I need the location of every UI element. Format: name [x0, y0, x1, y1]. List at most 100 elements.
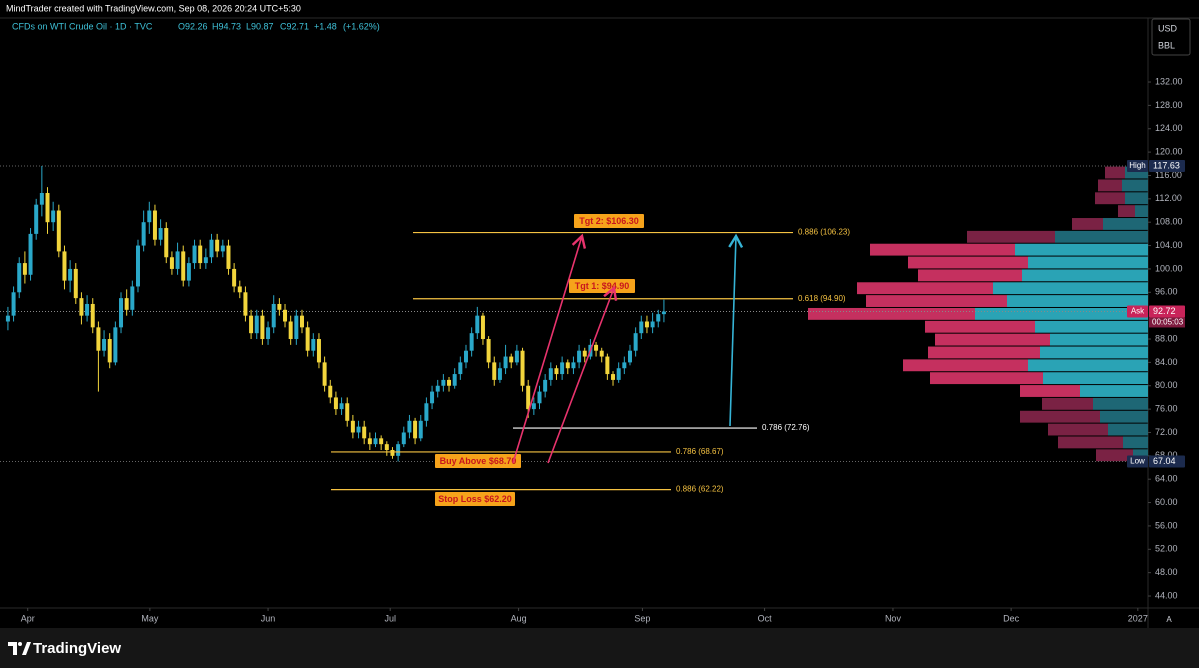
candle-body	[571, 362, 576, 369]
volume-profile-up	[1028, 256, 1148, 269]
candle-body	[373, 438, 378, 445]
y-tick-label: 116.00	[1155, 170, 1182, 180]
plot: 0.886 (106.23) 0.618 (94.90) 0.786 (72.76)…	[0, 165, 1148, 506]
candle-body	[209, 239, 214, 258]
candle-body	[350, 420, 355, 433]
candle-body	[11, 292, 16, 316]
candle-body	[582, 350, 587, 357]
attribution: MindTrader created with TradingView.com,…	[6, 3, 301, 13]
volume-profile-down	[925, 320, 1035, 333]
x-tick-label: 2027	[1128, 613, 1148, 623]
candle-body	[390, 450, 395, 456]
volume-profile-down	[870, 243, 1015, 256]
volume-profile-up	[1133, 449, 1148, 462]
candle-body	[322, 362, 327, 386]
symbol: CFDs on WTI Crude Oil · 1D · TVC	[12, 21, 153, 31]
candle-body	[96, 327, 101, 351]
candle-body	[594, 344, 599, 351]
candle-body	[345, 403, 350, 421]
volume-profile-down	[1072, 218, 1103, 230]
candle-body	[316, 339, 321, 363]
candle-body	[639, 321, 644, 334]
volume-profile-up	[1043, 372, 1148, 385]
annotation-text: Stop Loss $62.20	[438, 494, 512, 504]
candle-body	[565, 362, 570, 369]
candle-body	[203, 257, 208, 264]
candle-body	[441, 379, 446, 386]
candle-body	[51, 210, 56, 223]
candle-body	[469, 333, 474, 351]
candle-body	[430, 391, 435, 404]
logo-mark	[8, 642, 17, 655]
candle-body	[503, 356, 508, 369]
candle-body	[152, 210, 157, 240]
annotation-box	[574, 214, 644, 228]
candle-body	[599, 350, 604, 357]
volume-profile-up	[1125, 166, 1148, 179]
volume-profile-down	[866, 295, 1007, 307]
candle-body	[299, 315, 304, 328]
level-label: 0.886 (106.23)	[798, 228, 850, 237]
candle-body	[186, 263, 191, 281]
volume-profile-up	[975, 307, 1148, 320]
unit: BBL	[1158, 40, 1175, 50]
ohlc-value: L90.87	[246, 21, 274, 31]
y-tick-label: 112.00	[1155, 193, 1182, 203]
badge-label: Ask	[1131, 307, 1145, 316]
candle-body	[288, 321, 293, 340]
arrow	[547, 285, 618, 464]
auto-scale-button[interactable]	[1163, 612, 1175, 626]
annotation-text: Tgt 2: $106.30	[579, 216, 639, 226]
volume-profile-up	[1055, 230, 1148, 243]
candle-body	[232, 268, 237, 287]
annotation-text: Tgt 1: $94.90	[575, 281, 630, 291]
volume-profile-down	[928, 346, 1040, 359]
y-tick-label: 80.00	[1155, 380, 1178, 390]
candle-body	[249, 315, 254, 334]
candle-body	[435, 385, 440, 392]
candle-body	[577, 350, 582, 363]
candle-body	[475, 315, 480, 334]
candle-body	[254, 315, 259, 334]
volume-profile-down	[808, 307, 975, 320]
candle-body	[356, 426, 361, 433]
y-tick-label: 88.00	[1155, 333, 1178, 343]
volume-profile-down	[1118, 205, 1135, 218]
unit-box[interactable]	[1151, 18, 1191, 56]
y-tick-label: 108.00	[1155, 217, 1183, 227]
volume-profile-down	[1098, 179, 1122, 192]
candle-body	[616, 368, 621, 380]
candle-body	[119, 298, 124, 328]
candle-body	[266, 327, 271, 340]
candle-body	[283, 309, 288, 322]
volume-profile-up	[1080, 385, 1148, 397]
candle-body	[650, 321, 655, 328]
badge-label: High	[1129, 161, 1145, 170]
candle-body	[141, 222, 146, 246]
candle-body	[548, 368, 553, 380]
candle-body	[413, 420, 418, 439]
volume-profile-up	[1022, 269, 1148, 282]
level-label: 0.618 (94.90)	[798, 294, 846, 303]
y-tick-label: 96.00	[1155, 287, 1178, 297]
candle-body	[656, 314, 661, 322]
x-tick-label: Oct	[758, 613, 773, 623]
candle-body	[158, 228, 163, 240]
volume-profile-up	[1040, 346, 1148, 359]
annotation-text: Buy Above $68.70	[440, 456, 517, 466]
candle-body	[367, 438, 372, 445]
candle-body	[537, 391, 542, 404]
candle-body	[169, 257, 174, 269]
y-tick-label: 84.00	[1155, 357, 1178, 367]
candle-body	[497, 368, 502, 380]
volume-profile-up	[1103, 218, 1148, 230]
volume-profile-up	[1125, 192, 1148, 205]
candle-body	[277, 303, 282, 310]
candle-body	[124, 298, 129, 310]
y-tick-label: 132.00	[1155, 76, 1183, 86]
level-label: 0.886 (62.22)	[676, 485, 724, 494]
candle-body	[243, 292, 248, 316]
candle-body	[486, 339, 491, 363]
volume-profile-up	[1123, 436, 1148, 449]
candle-body	[339, 403, 344, 410]
